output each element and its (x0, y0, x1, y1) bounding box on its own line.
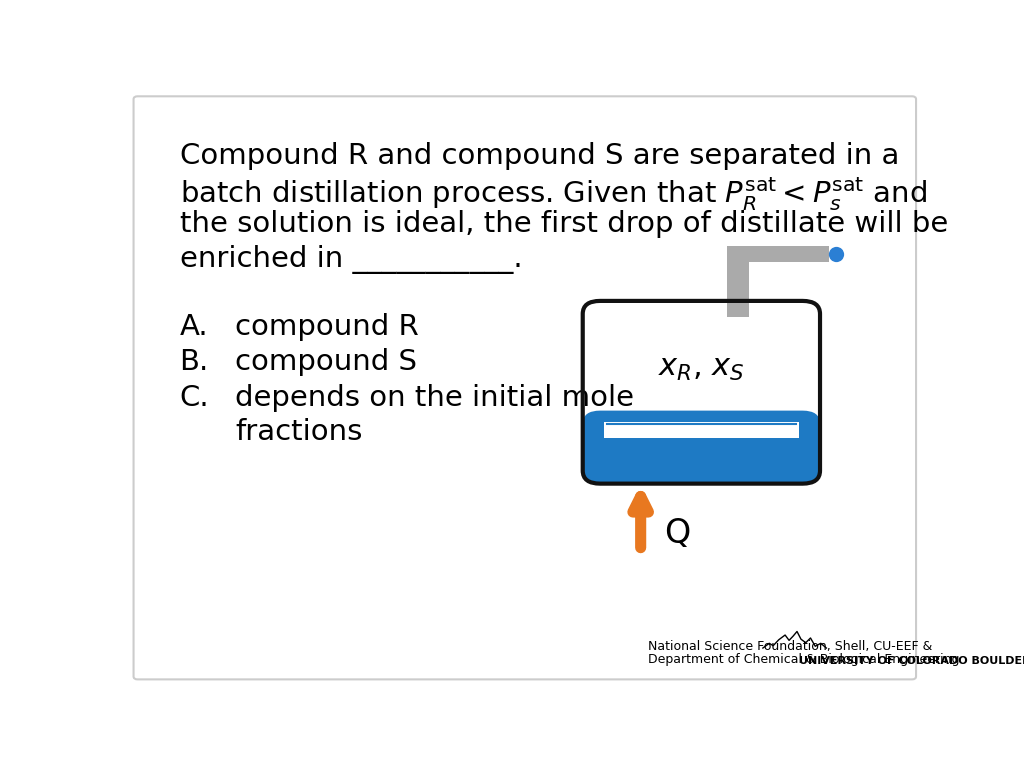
Text: A.: A. (179, 313, 208, 341)
Text: Department of Chemical & Biological Engineering: Department of Chemical & Biological Engi… (648, 653, 959, 666)
Bar (727, 246, 829, 263)
Text: compound S: compound S (236, 348, 417, 376)
Text: Compound R and compound S are separated in a: Compound R and compound S are separated … (179, 142, 899, 170)
Text: batch distillation process. Given that $P_R^{\rm sat} < P_s^{\rm sat}$ and: batch distillation process. Given that $… (179, 176, 927, 214)
Bar (727, 246, 749, 317)
Text: C.: C. (179, 384, 209, 412)
Bar (604, 422, 799, 439)
Text: $x_R$, $x_S$: $x_R$, $x_S$ (658, 354, 744, 383)
Text: National Science Foundation, Shell, CU-EEF &: National Science Foundation, Shell, CU-E… (648, 640, 932, 653)
FancyBboxPatch shape (133, 96, 916, 680)
Text: B.: B. (179, 348, 209, 376)
FancyBboxPatch shape (583, 411, 820, 484)
Text: depends on the initial mole: depends on the initial mole (236, 384, 634, 412)
Text: Q: Q (665, 518, 691, 551)
Text: UNIVERSITY OF COLORADO BOULDER: UNIVERSITY OF COLORADO BOULDER (799, 656, 1024, 666)
Text: compound R: compound R (236, 313, 419, 341)
Text: the solution is ideal, the first drop of distillate will be: the solution is ideal, the first drop of… (179, 210, 948, 238)
Text: enriched in ___________.: enriched in ___________. (179, 245, 522, 273)
Text: fractions: fractions (236, 418, 362, 446)
FancyBboxPatch shape (583, 301, 820, 484)
Bar (606, 425, 797, 465)
